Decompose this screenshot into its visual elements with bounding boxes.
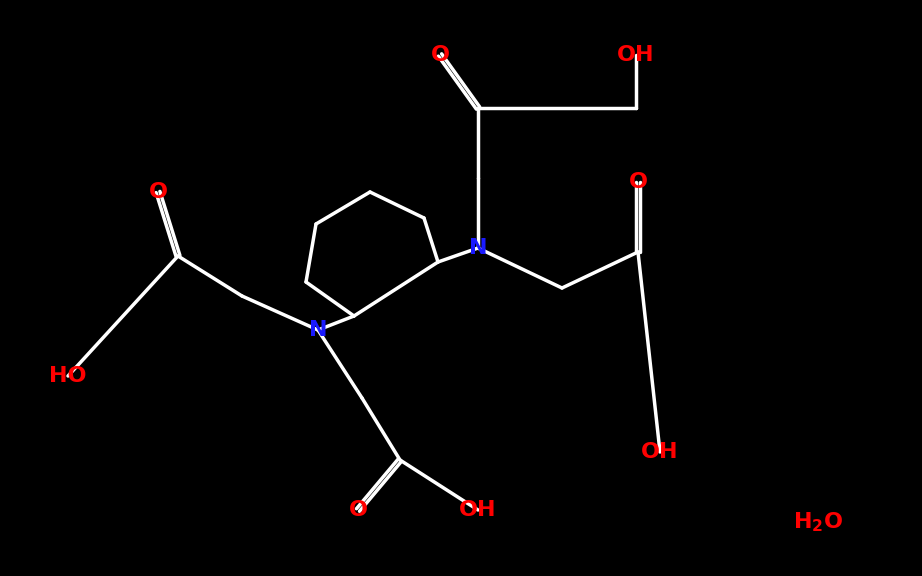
Text: $\mathbf{H_2O}$: $\mathbf{H_2O}$	[793, 510, 843, 534]
Text: O: O	[629, 172, 647, 192]
Text: HO: HO	[49, 366, 87, 386]
Text: N: N	[468, 238, 487, 258]
Text: N: N	[309, 320, 327, 340]
Text: OH: OH	[459, 500, 497, 520]
Text: OH: OH	[641, 442, 679, 462]
Text: O: O	[148, 182, 168, 202]
Text: O: O	[349, 500, 368, 520]
Text: OH: OH	[617, 45, 655, 65]
Text: O: O	[431, 45, 450, 65]
